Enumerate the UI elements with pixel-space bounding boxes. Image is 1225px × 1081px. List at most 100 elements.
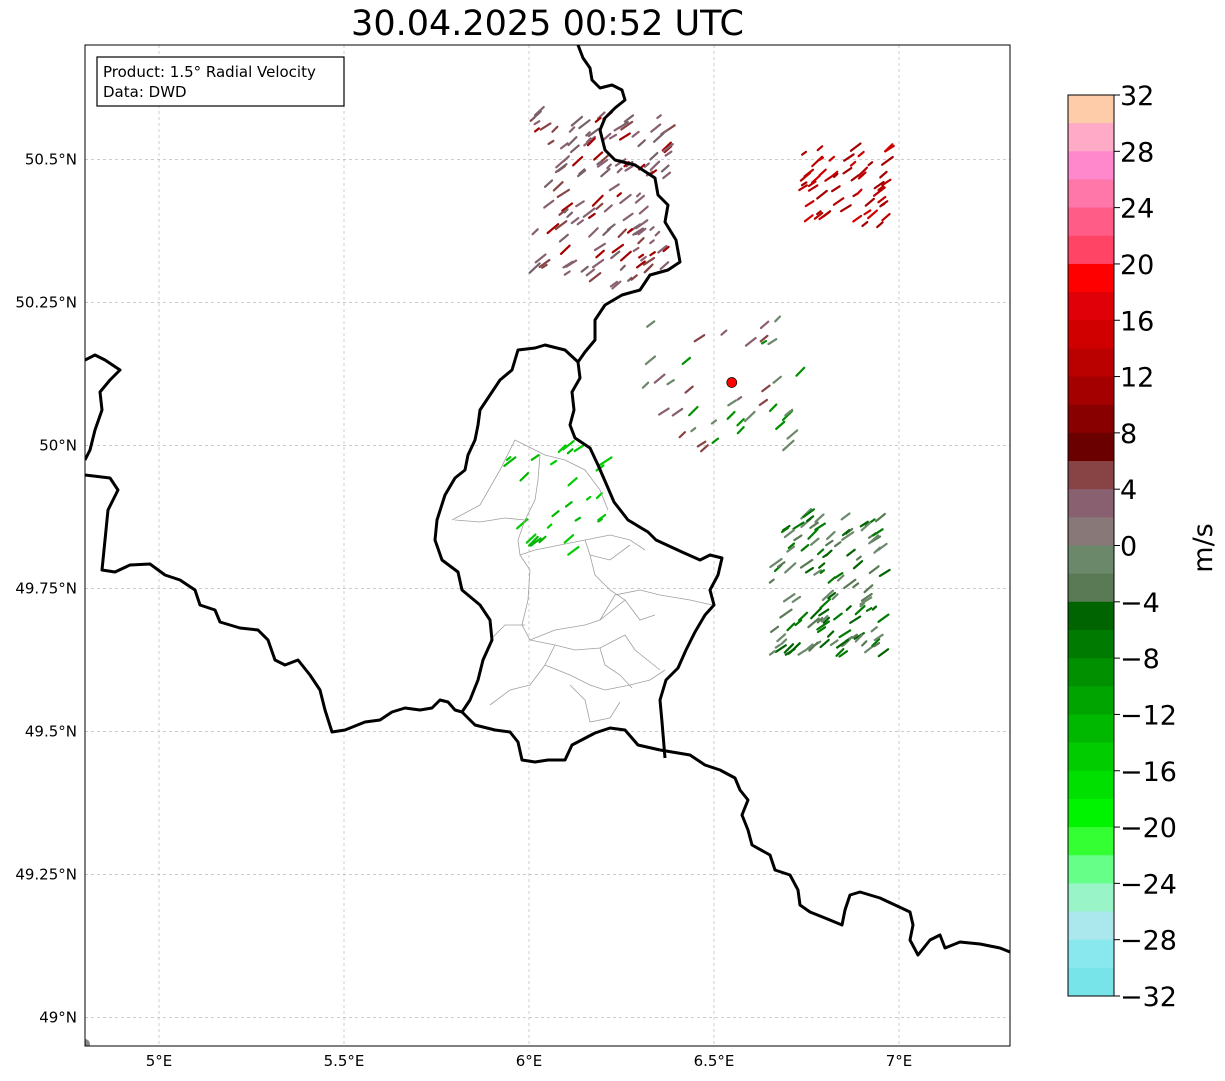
echo-streak [640, 255, 647, 262]
echo-streak [822, 616, 831, 624]
echo-streak [534, 127, 540, 133]
echo-streak [822, 553, 828, 559]
echo-streak [838, 650, 849, 658]
echo-streak [575, 200, 585, 208]
echo-streak [776, 561, 786, 568]
echo-streak [816, 210, 822, 216]
echo-streak [643, 162, 650, 168]
echo-streak [829, 639, 839, 647]
echo-streak [662, 171, 672, 180]
colorbar-segment [1068, 742, 1114, 772]
colorbar-segment [1068, 770, 1114, 800]
colorbar-segment [1068, 348, 1114, 378]
echo-streak [634, 228, 643, 236]
echo-streak [789, 642, 801, 654]
echo-streak [832, 197, 845, 206]
colorbar-segment [1068, 629, 1114, 659]
echo-streak [761, 339, 768, 345]
lat-tick-label: 49.5°N [25, 722, 77, 740]
echo-streak [558, 233, 569, 243]
colorbar-tick-label: −28 [1120, 926, 1177, 957]
echo-streak [744, 336, 757, 347]
echo-streak [562, 440, 575, 451]
colorbar-segment [1068, 686, 1114, 715]
echo-streak [585, 131, 591, 137]
lat-tick-label: 49°N [39, 1008, 77, 1026]
colorbar-segment [1068, 855, 1114, 884]
echo-streak [503, 456, 517, 467]
echo-streak [791, 595, 802, 603]
colorbar-tick-label: −32 [1120, 982, 1177, 1013]
echo-streak [850, 174, 860, 182]
echo-streak [538, 535, 547, 544]
echo-streak [646, 320, 656, 328]
echo-streak [530, 454, 540, 461]
echo-streak [872, 186, 886, 197]
echo-streak [877, 195, 887, 204]
echo-streak [586, 137, 596, 147]
echo-streak [819, 569, 826, 574]
colorbar-segment [1068, 573, 1114, 603]
echo-streak [516, 518, 529, 530]
echo-streak [565, 259, 578, 268]
echo-streak [833, 541, 842, 548]
echo-streak [800, 544, 810, 552]
echo-streak [818, 562, 826, 569]
echo-streak [774, 644, 787, 653]
echo-streak [660, 164, 670, 173]
echo-streak [711, 437, 720, 444]
echo-streak [826, 630, 835, 638]
echo-streak [835, 638, 850, 649]
colorbar-segment [1068, 95, 1114, 124]
echo-streak [768, 578, 775, 584]
echo-streak [843, 578, 857, 590]
echo-streak [840, 512, 851, 521]
echo-streak [772, 375, 782, 384]
echo-streak [644, 355, 657, 366]
echo-streak [835, 648, 845, 657]
echo-streak [547, 139, 555, 145]
echo-streak [877, 613, 890, 623]
lon-tick-label: 6°E [516, 1052, 543, 1070]
colorbar-tick-label: 0 [1120, 532, 1137, 563]
echo-streak [573, 444, 585, 453]
colorbar-segment [1068, 798, 1114, 828]
echo-streak [807, 617, 820, 629]
echo-streak [531, 110, 542, 121]
echo-streak [649, 251, 656, 257]
echo-streak [808, 641, 819, 652]
echo-streak [620, 250, 632, 262]
echo-streak [696, 440, 707, 448]
echo-streak [617, 228, 627, 239]
echo-streak [671, 407, 684, 417]
echo-streak [568, 126, 576, 133]
colorbar-unit-label: m/s [1188, 523, 1219, 572]
echo-streak [533, 120, 541, 126]
echo-streak [603, 204, 613, 213]
echo-streak [578, 168, 586, 176]
echo-streak [649, 160, 661, 171]
echo-streak [816, 189, 828, 200]
echo-streak [635, 260, 646, 269]
echo-streak [807, 184, 819, 192]
echo-streak [860, 592, 873, 602]
echo-streak [841, 531, 855, 541]
echo-streak [861, 220, 869, 228]
echo-streak [595, 202, 604, 210]
echo-streak [539, 122, 552, 131]
colorbar-segment [1068, 461, 1114, 490]
echo-streak [585, 137, 592, 144]
colorbar [1067, 94, 1115, 997]
echo-streak [803, 214, 814, 223]
colorbar-segment [1068, 967, 1114, 997]
echo-streak [567, 477, 578, 487]
echo-streak [801, 150, 808, 156]
echo-streak [774, 315, 782, 323]
echo-streak [583, 135, 597, 147]
echo-streak [794, 619, 803, 627]
map-frame [84, 44, 1011, 1047]
echo-streak [831, 170, 839, 177]
map-title: 30.04.2025 00:52 UTC [351, 4, 744, 44]
echo-streak [798, 184, 808, 192]
colorbar-segment [1068, 883, 1114, 913]
